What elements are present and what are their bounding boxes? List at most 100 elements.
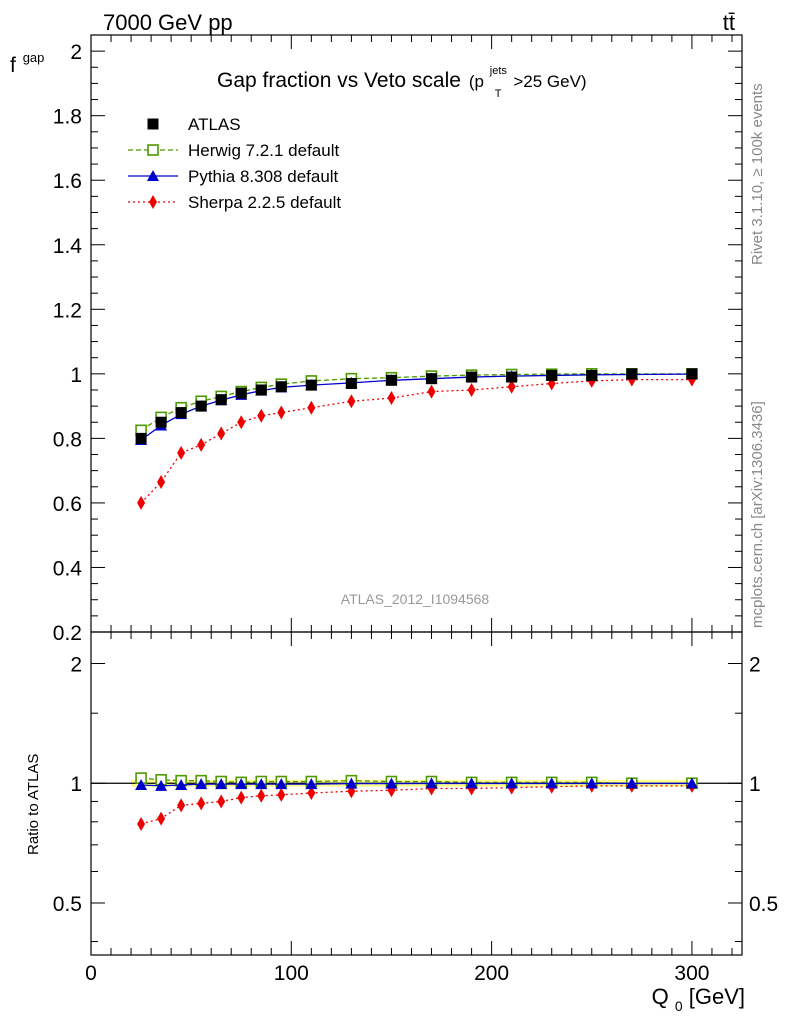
atlas-point xyxy=(506,371,518,383)
y-tick-label: 0.8 xyxy=(53,428,82,451)
pythia-ratio-point xyxy=(135,778,148,790)
pythia-ratio-point xyxy=(275,778,288,790)
y-tick-label: 1.8 xyxy=(53,106,82,129)
sherpa-ratio-point xyxy=(177,798,186,813)
sherpa-point xyxy=(347,394,356,409)
sherpa-point xyxy=(307,400,316,415)
herwig-legend-label: Herwig 7.2.1 default xyxy=(188,141,339,160)
ratio-y-tick-label-right: 2 xyxy=(749,653,761,676)
sherpa-point xyxy=(277,405,286,420)
sherpa-ratio-point xyxy=(277,787,286,802)
atlas-point xyxy=(466,371,478,383)
collision-label: 7000 GeV pp xyxy=(103,10,233,35)
sherpa-legend-label: Sherpa 2.2.5 default xyxy=(188,193,341,212)
pythia-ratio-point xyxy=(685,777,698,789)
atlas-point xyxy=(305,379,317,391)
y-axis-label: f gap xyxy=(10,50,44,77)
ratio-y-axis-label: Ratio to ATLAS xyxy=(25,754,42,855)
main-series-group xyxy=(135,368,698,510)
pythia-ratio-point xyxy=(255,778,268,790)
sherpa-ratio-point xyxy=(237,790,246,805)
y-tick-label: 1.4 xyxy=(53,235,83,258)
sherpa-point xyxy=(137,495,146,510)
analysis-watermark: ATLAS_2012_I1094568 xyxy=(341,591,490,607)
ratio-y-tick-label-right: 1 xyxy=(749,773,761,796)
sherpa-point xyxy=(507,379,516,394)
atlas-point xyxy=(275,381,287,393)
sherpa-point xyxy=(427,384,436,399)
ratio-series-group xyxy=(135,772,698,831)
sherpa-point xyxy=(467,382,476,397)
pythia-ratio-point xyxy=(465,777,478,789)
sherpa-legend-marker xyxy=(149,195,157,209)
atlas-point xyxy=(426,373,438,385)
x-tick-label: 200 xyxy=(474,962,509,985)
atlas-point xyxy=(345,378,357,390)
pythia-ratio-point xyxy=(175,778,188,790)
pythia-ratio-point xyxy=(625,777,638,789)
herwig-main-line xyxy=(140,373,692,431)
pythia-ratio-point xyxy=(585,777,598,789)
atlas-point xyxy=(686,368,698,380)
chart-title: Gap fraction vs Veto scale (p jets T >25… xyxy=(217,56,587,102)
x-tick-label: 300 xyxy=(674,962,709,985)
y-tick-label: 1.2 xyxy=(53,299,82,322)
y-tick-label: 0.6 xyxy=(53,493,82,516)
sherpa-ratio-point xyxy=(197,796,206,811)
sherpa-point xyxy=(237,415,246,430)
legend: ATLAS Herwig 7.2.1 default Pythia 8.308 de… xyxy=(128,115,341,212)
x-tick-label: 0 xyxy=(85,962,97,985)
atlas-point xyxy=(195,400,207,412)
pythia-ratio-point xyxy=(155,779,168,791)
pythia-legend-label: Pythia 8.308 default xyxy=(188,167,339,186)
pythia-ratio-point xyxy=(195,778,208,790)
atlas-point xyxy=(255,384,267,396)
ratio-plot-frame xyxy=(90,631,743,956)
atlas-point xyxy=(385,374,397,386)
atlas-point xyxy=(135,432,147,444)
atlas-point xyxy=(215,394,227,406)
pythia-ratio-point xyxy=(425,777,438,789)
y-tick-label: 0.2 xyxy=(53,622,82,645)
y-tick-label: 2 xyxy=(70,41,82,64)
pythia-ratio-point xyxy=(385,777,398,789)
pythia-ratio-point xyxy=(345,777,358,789)
sherpa-point xyxy=(217,426,226,441)
ratio-y-tick-label: 2 xyxy=(70,653,82,676)
sherpa-point xyxy=(387,391,396,406)
sherpa-point xyxy=(197,437,206,452)
sherpa-point xyxy=(157,474,166,489)
y-tick-label: 1.6 xyxy=(53,170,82,193)
rivet-version-label: Rivet 3.1.10, ≥ 100k events xyxy=(749,83,766,265)
ratio-y-tick-label-right: 0.5 xyxy=(749,893,778,916)
pythia-ratio-point xyxy=(305,778,318,790)
ratio-y-tick-label: 1 xyxy=(70,773,82,796)
atlas-point xyxy=(626,368,638,380)
pythia-legend-marker xyxy=(147,170,159,181)
sherpa-ratio-point xyxy=(307,786,316,801)
sherpa-ratio-point xyxy=(257,788,266,803)
y-tick-label: 1 xyxy=(70,364,82,387)
atlas-point xyxy=(155,416,167,428)
mcplots-label: mcplots.cern.ch [arXiv:1306.3436] xyxy=(749,401,766,628)
atlas-point xyxy=(235,387,247,399)
atlas-point xyxy=(546,369,558,381)
sherpa-ratio-line xyxy=(140,785,692,825)
herwig-legend-marker xyxy=(147,144,159,156)
pythia-ratio-point xyxy=(545,777,558,789)
sherpa-ratio-point xyxy=(137,816,146,831)
ratio-y-tick-label: 0.5 xyxy=(53,893,82,916)
sherpa-point xyxy=(257,408,266,423)
atlas-point xyxy=(175,407,187,419)
pythia-ratio-point xyxy=(215,778,228,790)
atlas-legend-marker xyxy=(147,118,159,130)
pythia-main-line xyxy=(140,373,692,441)
y-tick-label: 0.4 xyxy=(53,557,83,580)
x-axis-label: Q 0 [GeV] xyxy=(652,984,745,1016)
pythia-ratio-point xyxy=(505,777,518,789)
sherpa-ratio-point xyxy=(157,811,166,826)
sherpa-ratio-point xyxy=(217,794,226,809)
atlas-legend-label: ATLAS xyxy=(188,115,241,134)
x-tick-label: 100 xyxy=(274,962,309,985)
